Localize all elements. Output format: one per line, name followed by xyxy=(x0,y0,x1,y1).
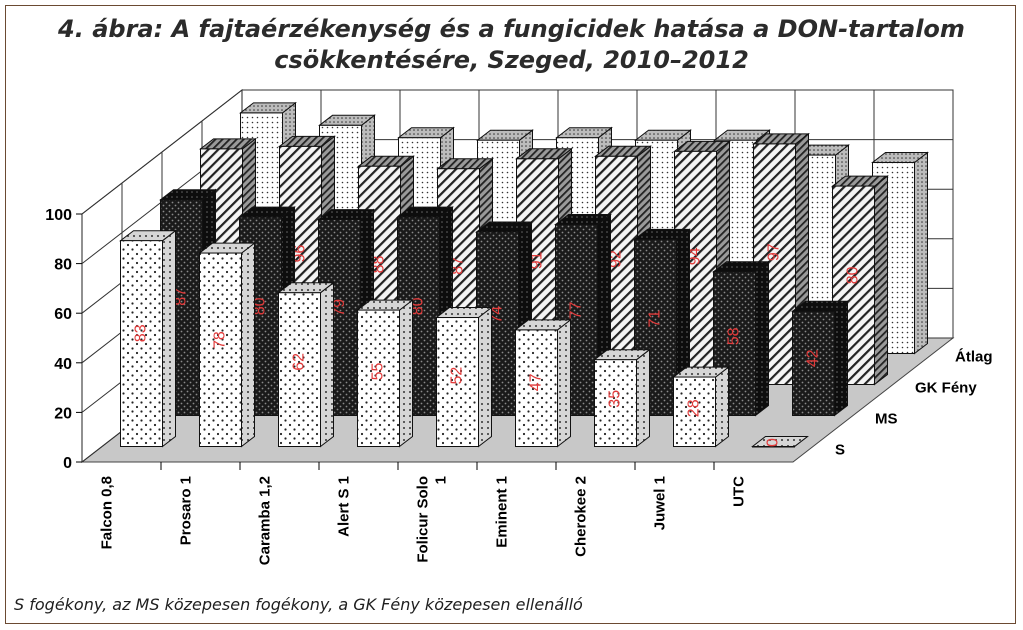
category-label-5: Folicur Solo 1 xyxy=(415,476,450,563)
category-label-7: Cherokee 2 xyxy=(573,476,590,557)
category-label-text: Cherokee 2 xyxy=(573,476,590,557)
data-label-gk-f-ny-3: 88 xyxy=(371,256,388,274)
series-label-2: MS xyxy=(875,411,898,428)
data-label-s-7: 35 xyxy=(607,390,624,408)
series-label-1: S xyxy=(835,442,845,459)
bar-s-4: 55 xyxy=(356,299,414,448)
data-label-s-6: 47 xyxy=(528,373,545,391)
bar-s-3: 62 xyxy=(277,281,335,448)
chart-title-line2: csökkentésére, Szeged, 2010–2012 xyxy=(274,46,749,74)
data-label-gk-f-ny-6: 92 xyxy=(608,250,625,268)
data-label-ms-4: 80 xyxy=(410,297,427,315)
chart-title-line1: 4. ábra: A fajtaérzékenység és a fungici… xyxy=(58,15,965,43)
data-label-s-8: 28 xyxy=(686,399,703,417)
category-label-6: Eminent 1 xyxy=(494,476,511,548)
y-tick-label: 60 xyxy=(54,306,72,323)
category-label-1: Falcon 0,8 xyxy=(99,476,116,549)
data-label-s-4: 55 xyxy=(370,363,387,381)
bar-s-8: 28 xyxy=(672,366,730,448)
data-label-ms-6: 77 xyxy=(568,302,585,320)
chart-caption: S fogékony, az MS közepesen fogékony, a … xyxy=(14,595,583,614)
data-label-gk-f-ny-9: 80 xyxy=(845,266,862,284)
category-label-4: Alert S 1 xyxy=(336,476,353,537)
category-label-text: Alert S 1 xyxy=(336,476,353,537)
data-label-gk-f-ny-7: 94 xyxy=(687,247,704,265)
y-axis-ticks: 0 20 40 60 80 100 xyxy=(45,207,82,472)
category-label-2: Prosaro 1 xyxy=(178,476,195,545)
category-label-9: UTC xyxy=(731,476,748,507)
data-label-ms-2: 80 xyxy=(252,297,269,315)
y-tick-label: 40 xyxy=(54,356,72,373)
series-label-4: Átlag xyxy=(955,349,993,366)
category-label-3: Caramba 1,2 xyxy=(257,476,274,565)
category-label-text: 1 xyxy=(433,476,450,484)
chart-title: 4. ábra: A fajtaérzékenység és a fungici… xyxy=(0,14,1023,76)
data-label-ms-5: 74 xyxy=(489,306,506,324)
data-label-s-5: 52 xyxy=(449,367,466,385)
y-tick-label: 100 xyxy=(45,207,72,224)
bar-s-1: 83 xyxy=(119,229,177,448)
data-label-s-3: 62 xyxy=(291,353,308,371)
data-label-ms-3: 79 xyxy=(331,299,348,317)
category-label-text: Juwel 1 xyxy=(652,476,669,530)
bar-s-6: 47 xyxy=(514,318,572,448)
category-label-text: Caramba 1,2 xyxy=(257,476,274,565)
series-axis-labels: S MS GK Fény Átlag xyxy=(835,349,993,459)
data-label-gk-f-ny-4: 87 xyxy=(450,257,467,275)
bar-s-7: 35 xyxy=(593,348,651,448)
data-label-ms-1: 87 xyxy=(173,288,190,306)
data-label-ms-9: 42 xyxy=(805,349,822,367)
bar-ms-9: 42 xyxy=(791,300,849,417)
data-label-ms-7: 71 xyxy=(647,310,664,328)
data-label-s-9: 0 xyxy=(765,438,782,447)
category-label-text: Prosaro 1 xyxy=(178,476,195,545)
y-tick-label: 80 xyxy=(54,257,72,274)
chart-bars: 9596888791929497808780798074777158428378… xyxy=(119,101,929,448)
data-label-gk-f-ny-5: 91 xyxy=(529,251,546,269)
data-label-s-1: 83 xyxy=(133,324,150,342)
data-label-s-2: 78 xyxy=(212,331,229,349)
bar-s-2: 78 xyxy=(198,242,256,448)
category-label-text: Falcon 0,8 xyxy=(99,476,116,549)
category-axis-labels: Falcon 0,8 Prosaro 1 Caramba 1,2 Alert S 1 F… xyxy=(99,476,748,565)
y-tick-label: 20 xyxy=(54,405,72,422)
data-label-gk-f-ny-2: 96 xyxy=(292,245,309,263)
category-label-text: Eminent 1 xyxy=(494,476,511,548)
category-label-8: Juwel 1 xyxy=(652,476,669,530)
bar-s-9: 0 xyxy=(751,436,809,448)
data-label-ms-8: 58 xyxy=(726,327,743,345)
series-label-3: GK Fény xyxy=(915,380,977,397)
bar-s-5: 52 xyxy=(435,306,493,448)
y-tick-label: 0 xyxy=(63,455,72,472)
data-label-gk-f-ny-8: 97 xyxy=(766,243,783,261)
category-label-text: UTC xyxy=(731,476,748,507)
category-label-text: Folicur Solo xyxy=(415,476,432,563)
